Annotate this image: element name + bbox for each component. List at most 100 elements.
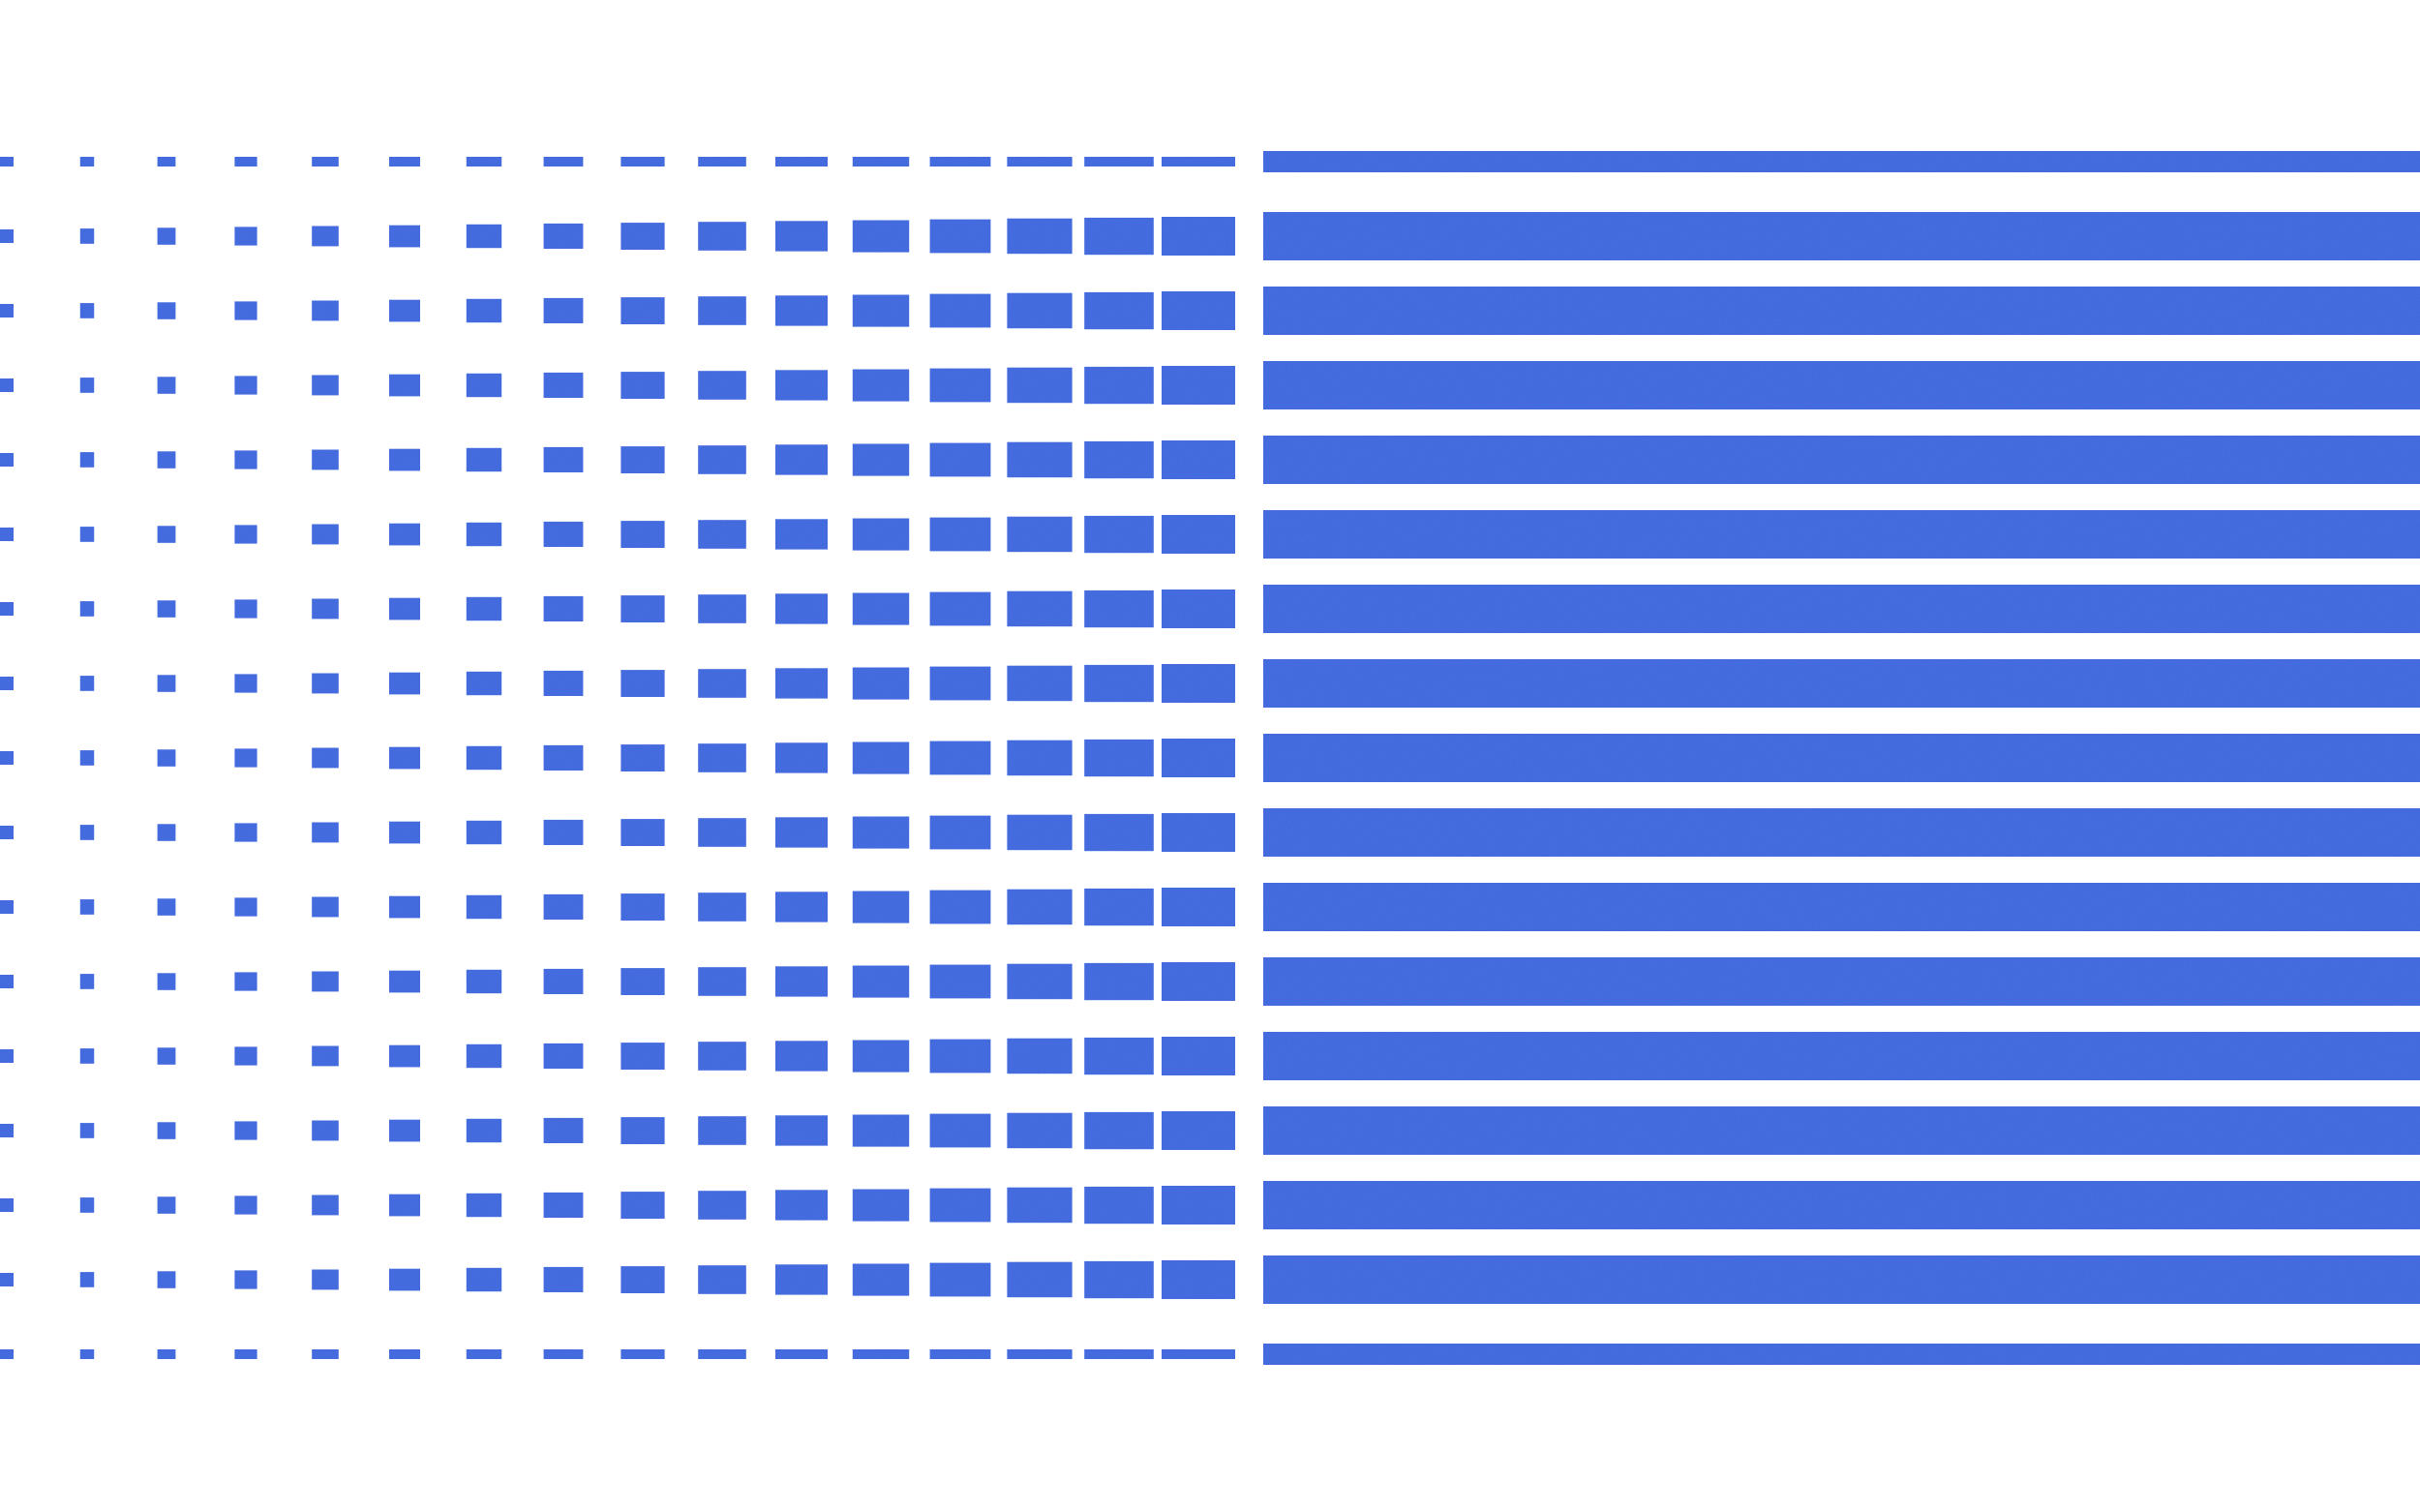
pattern-block (698, 1349, 746, 1359)
pattern-block (620, 372, 665, 399)
pattern-block (466, 596, 502, 621)
pattern-block (543, 670, 584, 696)
pattern-block (1007, 889, 1073, 925)
pattern-block (234, 748, 257, 768)
pattern-block (929, 368, 991, 403)
pattern-block (157, 1122, 176, 1139)
pattern-block (0, 1124, 14, 1137)
pattern-block (620, 1266, 665, 1293)
pattern-block (79, 1048, 95, 1064)
pattern-stripe (1263, 1106, 2420, 1155)
pattern-block (775, 1264, 828, 1295)
pattern-block (157, 157, 176, 166)
pattern-block (234, 1270, 257, 1289)
pattern-block (698, 445, 746, 474)
pattern-block (852, 1040, 910, 1073)
pattern-block (234, 1349, 257, 1359)
pattern-block (929, 591, 991, 626)
pattern-block (1084, 291, 1154, 330)
pattern-block (1084, 664, 1154, 703)
pattern-block (852, 592, 910, 625)
pattern-block (1084, 515, 1154, 554)
pattern-block (929, 1349, 991, 1359)
pattern-block (543, 1349, 584, 1359)
pattern-block (1007, 1187, 1073, 1224)
pattern-block (852, 220, 910, 253)
pattern-block (234, 525, 257, 544)
pattern-block (234, 972, 257, 991)
pattern-block (0, 602, 14, 616)
pattern-block (1084, 888, 1154, 926)
pattern-block (543, 968, 584, 994)
pattern-block (775, 966, 828, 997)
pattern-block (698, 371, 746, 400)
pattern-block (0, 1349, 14, 1359)
pattern-block (698, 892, 746, 922)
pattern-block (466, 224, 502, 249)
pattern-block (543, 297, 584, 323)
pattern-block (157, 1047, 176, 1065)
pattern-block (157, 973, 176, 990)
pattern-block (929, 964, 991, 999)
pattern-block (234, 376, 257, 395)
pattern-block (775, 1349, 828, 1359)
pattern-block (466, 1043, 502, 1069)
pattern-block (79, 750, 95, 766)
pattern-block (852, 891, 910, 923)
pattern-block (312, 896, 339, 918)
pattern-block (466, 1193, 502, 1218)
pattern-block (620, 521, 665, 548)
pattern-block (1084, 962, 1154, 1001)
pattern-block (775, 1115, 828, 1146)
pattern-block (157, 600, 176, 618)
pattern-block (1007, 516, 1073, 553)
pattern-block (466, 894, 502, 920)
pattern-block (466, 671, 502, 696)
pattern-block (1007, 665, 1073, 702)
pattern-block (389, 523, 420, 546)
pattern-block (1007, 441, 1073, 478)
pattern-block (157, 302, 176, 319)
pattern-stripe (1263, 808, 2420, 857)
pattern-block (389, 1349, 420, 1359)
pattern-block (312, 1269, 339, 1290)
pattern-block (1084, 739, 1154, 777)
pattern-block (775, 157, 828, 166)
pattern-block (1162, 813, 1235, 852)
pattern-block (312, 1349, 339, 1359)
pattern-block (698, 1042, 746, 1071)
pattern-block (79, 452, 95, 468)
pattern-block (1162, 590, 1235, 628)
pattern-block (234, 674, 257, 693)
pattern-block (157, 227, 176, 245)
pattern-block (157, 451, 176, 469)
pattern-block (79, 228, 95, 244)
pattern-block (312, 1045, 339, 1067)
pattern-block (775, 742, 828, 773)
pattern-block (1162, 664, 1235, 703)
pattern-block (775, 593, 828, 624)
pattern-block (1007, 1349, 1073, 1359)
pattern-block (1162, 1186, 1235, 1225)
pattern-block (1162, 157, 1235, 166)
pattern-block (698, 296, 746, 325)
pattern-stripe (1263, 361, 2420, 409)
pattern-block (234, 301, 257, 320)
pattern-block (0, 751, 14, 765)
pattern-block (698, 743, 746, 772)
pattern-block (234, 897, 257, 917)
pattern-block (0, 677, 14, 690)
pattern-block (698, 967, 746, 996)
pattern-stripe (1263, 1255, 2420, 1304)
pattern-block (1084, 1260, 1154, 1299)
pattern-block (1007, 1112, 1073, 1149)
pattern-block (79, 527, 95, 542)
pattern-block (620, 595, 665, 622)
pattern-block (543, 1266, 584, 1292)
pattern-block (234, 227, 257, 246)
pattern-block (234, 157, 257, 166)
pattern-block (0, 826, 14, 839)
pattern-block (543, 893, 584, 920)
pattern-block (79, 601, 95, 617)
